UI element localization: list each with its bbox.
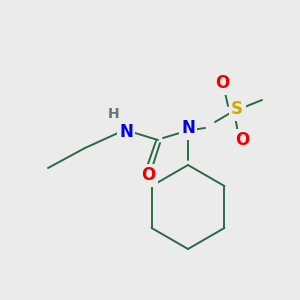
Text: N: N (181, 119, 195, 137)
Text: O: O (141, 166, 155, 184)
Text: N: N (119, 123, 133, 141)
Text: H: H (108, 107, 120, 121)
Text: O: O (235, 131, 249, 149)
Text: S: S (231, 100, 243, 118)
Text: O: O (215, 74, 229, 92)
